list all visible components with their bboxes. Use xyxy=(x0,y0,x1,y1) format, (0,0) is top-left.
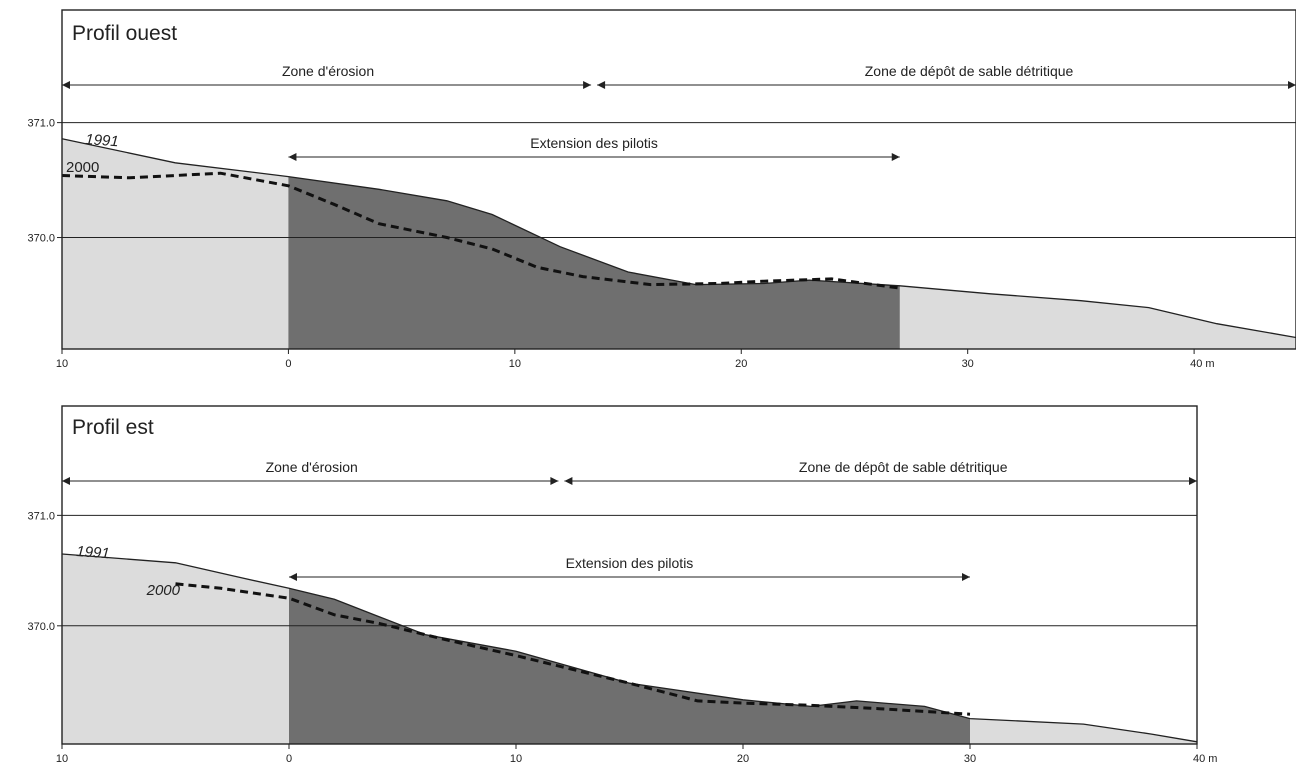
plot-frame xyxy=(61,405,1198,745)
erosion-zone-label: Zone d'érosion xyxy=(282,63,374,79)
deposit-zone-label: Zone de dépôt de sable détritique xyxy=(799,459,1008,475)
arrowhead xyxy=(62,81,70,89)
x-tick-label: 40 m xyxy=(1193,753,1217,765)
x-tick-label: 30 xyxy=(962,358,974,370)
arrowhead xyxy=(550,477,559,485)
pilotis-label: Extension des pilotis xyxy=(566,555,694,571)
x-tick-label: 10 xyxy=(56,358,68,370)
y-tick-label: 371.0 xyxy=(27,510,55,522)
deposit-zone-arrow xyxy=(564,477,1197,485)
series-label-2000: 2000 xyxy=(66,159,99,176)
arrowhead xyxy=(962,573,970,581)
arrowhead xyxy=(597,81,606,89)
pilotis-arrow xyxy=(288,153,900,161)
panel-title: Profil est xyxy=(72,416,154,439)
arrowhead xyxy=(62,477,70,485)
arrowhead xyxy=(1189,477,1197,485)
arrowhead xyxy=(288,153,297,161)
y-tick-label: 371.0 xyxy=(27,118,55,130)
profile-panel-ouest: 371.0 370.0 Profil ouest Zone d'érosion Zone… xyxy=(27,9,1296,370)
series-label-1991: 1991 xyxy=(76,543,110,562)
profile-panel-est: 371.0 370.0 Profil est Zone d'érosion Zone d… xyxy=(27,405,1217,765)
pilotis-area xyxy=(289,588,970,744)
arrowhead xyxy=(564,477,573,485)
x-tick-label: 0 xyxy=(285,358,291,370)
profile-2000-line xyxy=(175,582,971,716)
pilotis-label: Extension des pilotis xyxy=(530,135,658,151)
arrowhead xyxy=(1288,81,1296,89)
arrowhead xyxy=(583,81,592,89)
deposit-zone-label: Zone de dépôt de sable détritique xyxy=(865,63,1074,79)
panel-title: Profil ouest xyxy=(72,22,177,45)
arrowhead xyxy=(289,573,297,581)
plot-frame xyxy=(61,9,1296,350)
deposit-zone-arrow xyxy=(597,81,1296,89)
erosion-zone-arrow xyxy=(62,81,592,89)
profile-2000-line xyxy=(61,171,901,290)
x-tick-label: 20 xyxy=(737,753,749,765)
x-tick-label: 20 xyxy=(735,358,747,370)
arrowhead xyxy=(891,153,900,161)
x-tick-label: 40 m xyxy=(1190,358,1214,370)
y-tick-label: 370.0 xyxy=(27,621,55,633)
pilotis-arrow xyxy=(289,573,970,581)
erosion-zone-label: Zone d'érosion xyxy=(266,459,358,475)
pilotis-area xyxy=(288,176,900,349)
y-tick-label: 370.0 xyxy=(27,233,55,245)
x-tick-label: 10 xyxy=(56,753,68,765)
series-label-2000: 2000 xyxy=(146,582,181,599)
x-tick-label: 10 xyxy=(509,358,521,370)
profile-1991-line xyxy=(61,553,1198,743)
x-tick-label: 10 xyxy=(510,753,522,765)
series-label-1991: 1991 xyxy=(85,131,119,150)
erosion-zone-arrow xyxy=(62,477,559,485)
x-tick-label: 30 xyxy=(964,753,976,765)
x-tick-label: 0 xyxy=(286,753,292,765)
